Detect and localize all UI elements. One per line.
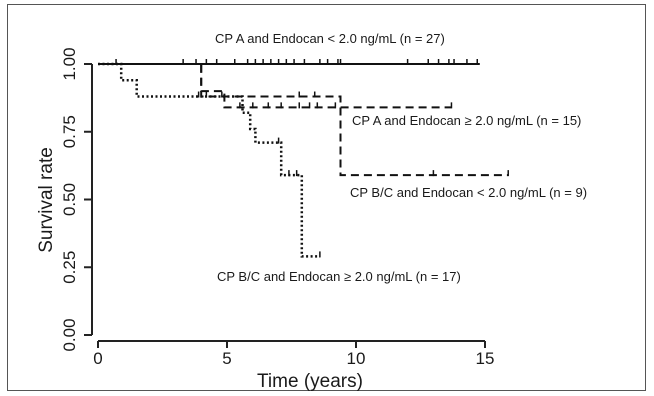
y-tick-label: 0.75 xyxy=(60,115,79,148)
y-axis-title: Survival rate xyxy=(36,147,57,253)
y-tick-label: 0.25 xyxy=(60,251,79,284)
figure-border xyxy=(7,4,646,391)
y-tick-label: 1.00 xyxy=(60,47,79,80)
curve-cp-bc-high xyxy=(98,62,320,258)
label-cp-a-low: CP A and Endocan < 2.0 ng/mL (n = 27) xyxy=(215,31,445,46)
label-cp-a-high: CP A and Endocan ≥ 2.0 ng/mL (n = 15) xyxy=(352,113,581,128)
survival-curves xyxy=(98,62,509,258)
series-labels: CP A and Endocan < 2.0 ng/mL (n = 27) CP … xyxy=(215,31,587,284)
x-tick-label: 0 xyxy=(93,349,102,368)
x-tick-label: 5 xyxy=(222,349,231,368)
label-cp-bc-low: CP B/C and Endocan < 2.0 ng/mL (n = 9) xyxy=(350,185,587,200)
y-tick-label: 0.50 xyxy=(60,183,79,216)
x-tick-label: 15 xyxy=(476,349,495,368)
y-tick-label: 0.00 xyxy=(60,318,79,351)
tick-labels: 0.00 0.25 0.50 0.75 1.00 0 5 10 15 xyxy=(60,47,494,368)
curve-cp-bc-low xyxy=(98,63,509,177)
x-tick-label: 10 xyxy=(347,349,366,368)
x-axis-title: Time (years) xyxy=(257,371,363,392)
curve-cp-a-high xyxy=(98,63,452,109)
axes xyxy=(84,63,486,348)
censor-marks xyxy=(115,59,509,258)
label-cp-bc-high: CP B/C and Endocan ≥ 2.0 ng/mL (n = 17) xyxy=(217,269,461,284)
